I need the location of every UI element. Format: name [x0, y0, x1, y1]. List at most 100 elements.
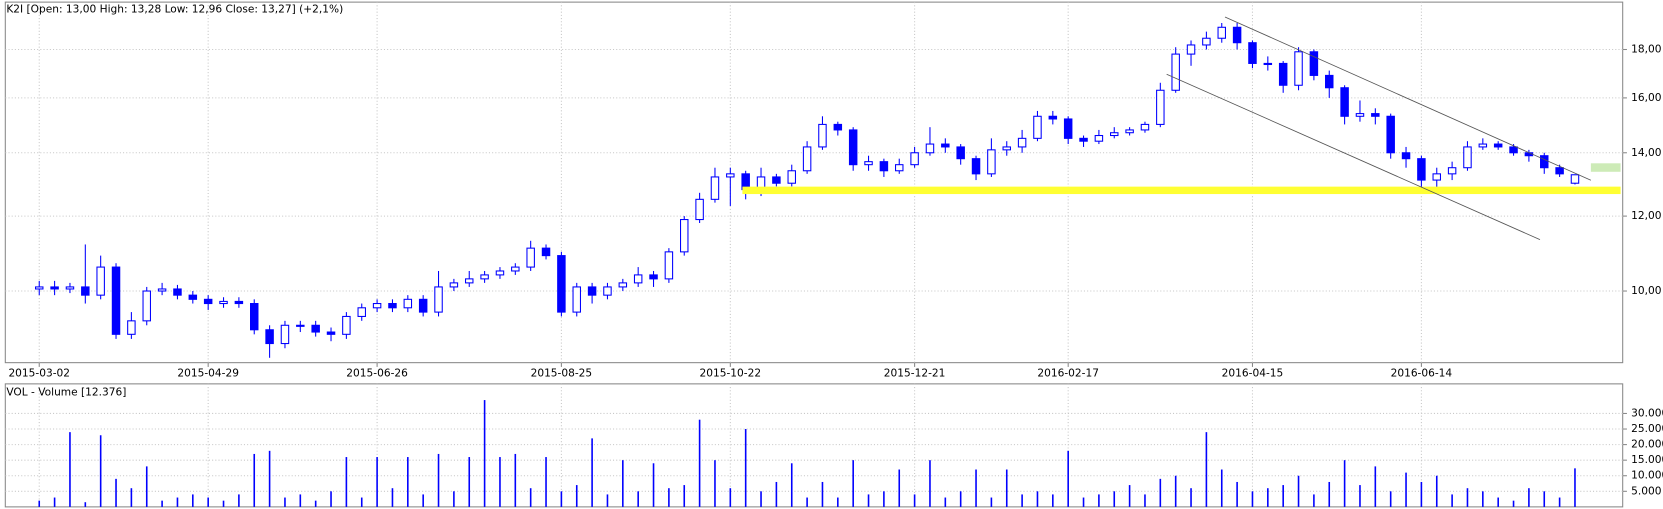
volume-bar	[714, 460, 716, 507]
candle-body	[50, 286, 59, 290]
candle-body	[1417, 158, 1426, 181]
candle-body	[1294, 51, 1303, 86]
volume-bar	[314, 500, 317, 507]
candle-body	[787, 170, 796, 184]
volume-bar	[99, 435, 102, 507]
volume-bar	[1082, 497, 1085, 507]
candle-body	[296, 324, 305, 327]
candle-body	[203, 298, 213, 305]
volume-bar	[1543, 491, 1546, 507]
candle-body	[173, 288, 182, 296]
candle-body	[695, 198, 704, 221]
candle-body	[1555, 167, 1564, 175]
volume-bar	[990, 497, 993, 507]
candle-body	[1094, 134, 1104, 142]
candle-body	[1371, 113, 1380, 117]
volume-bar	[1282, 485, 1284, 507]
candle-body	[541, 247, 551, 257]
y-tick-label: 5.000	[1631, 485, 1662, 497]
candle-body	[1340, 87, 1349, 117]
volume-bar	[852, 460, 854, 507]
volume-bar	[1528, 488, 1530, 507]
candle-body	[1140, 123, 1150, 131]
volume-bar	[545, 457, 547, 507]
volume-bar	[1267, 488, 1269, 507]
volume-bar	[1574, 468, 1576, 507]
candle-body	[1524, 152, 1534, 157]
volume-bar	[1174, 475, 1177, 507]
candle-body	[96, 266, 105, 296]
volume-bar	[529, 488, 532, 507]
x-tick-label: 2015-12-21	[884, 367, 946, 379]
volume-bar	[929, 460, 931, 507]
candle-body	[449, 282, 459, 288]
volume-bar	[1297, 475, 1300, 507]
volume-bar	[84, 502, 87, 507]
candle-body	[1186, 44, 1196, 55]
candle-body	[1463, 146, 1472, 169]
candle-body	[941, 143, 950, 148]
volume-bar	[1558, 497, 1561, 507]
volume-bar	[468, 457, 471, 507]
candle-body	[772, 176, 781, 184]
channel-upper	[1224, 16, 1592, 181]
volume-bar	[253, 453, 256, 507]
channel-lower	[1166, 73, 1541, 241]
candle-body	[879, 161, 889, 172]
volume-bar	[238, 494, 240, 507]
candle-body	[372, 303, 382, 309]
candle-body	[418, 298, 428, 313]
candle-body	[495, 270, 505, 276]
candle-body	[1263, 62, 1273, 66]
candle-body	[572, 286, 581, 313]
candle-body	[480, 274, 489, 280]
volume-bar	[222, 500, 225, 507]
candle-body	[1156, 89, 1165, 125]
volume-bar	[1113, 491, 1116, 507]
volume-bar	[1144, 494, 1146, 507]
candle-body	[1355, 113, 1365, 117]
volume-bar	[1374, 466, 1377, 507]
y-tick-label: 15.000	[1631, 454, 1663, 466]
candle-body	[403, 298, 413, 309]
candle-body	[1171, 53, 1180, 91]
candle-body	[1401, 152, 1411, 160]
candle-body	[1017, 137, 1027, 148]
candle-body	[1248, 42, 1257, 64]
target-zone	[1590, 163, 1621, 172]
y-tick-label: 16,00	[1631, 92, 1662, 104]
volume-bar	[591, 438, 593, 507]
volume-bar	[975, 469, 977, 507]
candle-body	[1110, 132, 1119, 137]
volume-bar	[683, 485, 686, 507]
volume-bar	[575, 485, 578, 507]
volume-bar	[1313, 494, 1315, 507]
volume-bar	[1098, 494, 1100, 507]
volume-bar	[729, 488, 732, 507]
volume-bar	[1236, 481, 1238, 507]
candle-body	[618, 282, 628, 288]
volume-bar	[407, 457, 409, 507]
candle-body	[1202, 37, 1211, 46]
chart-title: K2I [Open: 13,00 High: 13,28 Low: 12,96 …	[6, 4, 343, 16]
candle-body	[910, 152, 919, 166]
candle-body	[1278, 62, 1288, 86]
candle-body	[127, 320, 136, 335]
volume-bar	[483, 400, 486, 507]
volume-bar	[1420, 481, 1423, 507]
candle-body	[1447, 167, 1457, 175]
volume-bar	[1005, 469, 1008, 507]
candle-body	[1048, 115, 1058, 120]
volume-bar	[1328, 481, 1331, 507]
y-tick-label: 20.000	[1631, 439, 1663, 451]
candle-body	[188, 294, 198, 300]
marks	[34, 22, 1580, 507]
volume-bar	[53, 497, 56, 507]
volume-bar	[959, 491, 962, 507]
volume-bar	[867, 494, 870, 507]
volume-bar	[207, 497, 209, 507]
candle-body	[925, 143, 935, 154]
volume-bar	[1036, 491, 1039, 507]
volume-bar	[1451, 494, 1453, 507]
